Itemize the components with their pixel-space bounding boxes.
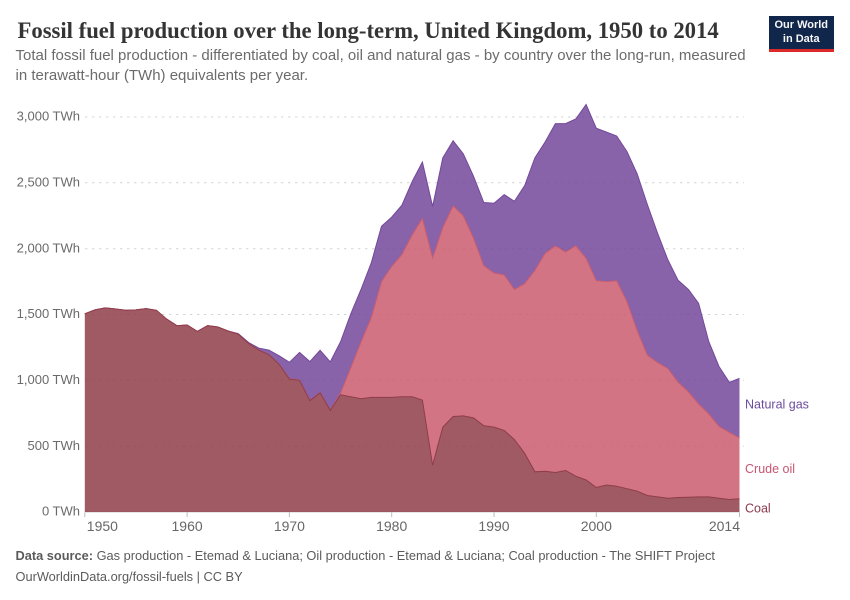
svg-text:1,000 TWh: 1,000 TWh xyxy=(17,372,80,387)
svg-text:1950: 1950 xyxy=(87,518,118,534)
svg-text:1980: 1980 xyxy=(376,518,407,534)
svg-text:Natural gas: Natural gas xyxy=(745,397,809,411)
svg-text:1970: 1970 xyxy=(274,518,305,534)
svg-text:0 TWh: 0 TWh xyxy=(42,504,80,519)
svg-text:2014: 2014 xyxy=(709,518,740,534)
svg-text:1960: 1960 xyxy=(172,518,203,534)
svg-text:Crude oil: Crude oil xyxy=(745,462,795,476)
svg-text:2,000 TWh: 2,000 TWh xyxy=(17,240,80,255)
svg-text:1990: 1990 xyxy=(478,518,509,534)
svg-text:1,500 TWh: 1,500 TWh xyxy=(17,306,80,321)
svg-text:Coal: Coal xyxy=(745,501,771,515)
svg-text:500 TWh: 500 TWh xyxy=(27,438,80,453)
svg-text:3,000 TWh: 3,000 TWh xyxy=(17,109,80,124)
svg-text:2000: 2000 xyxy=(581,518,612,534)
svg-text:2,500 TWh: 2,500 TWh xyxy=(17,175,80,190)
